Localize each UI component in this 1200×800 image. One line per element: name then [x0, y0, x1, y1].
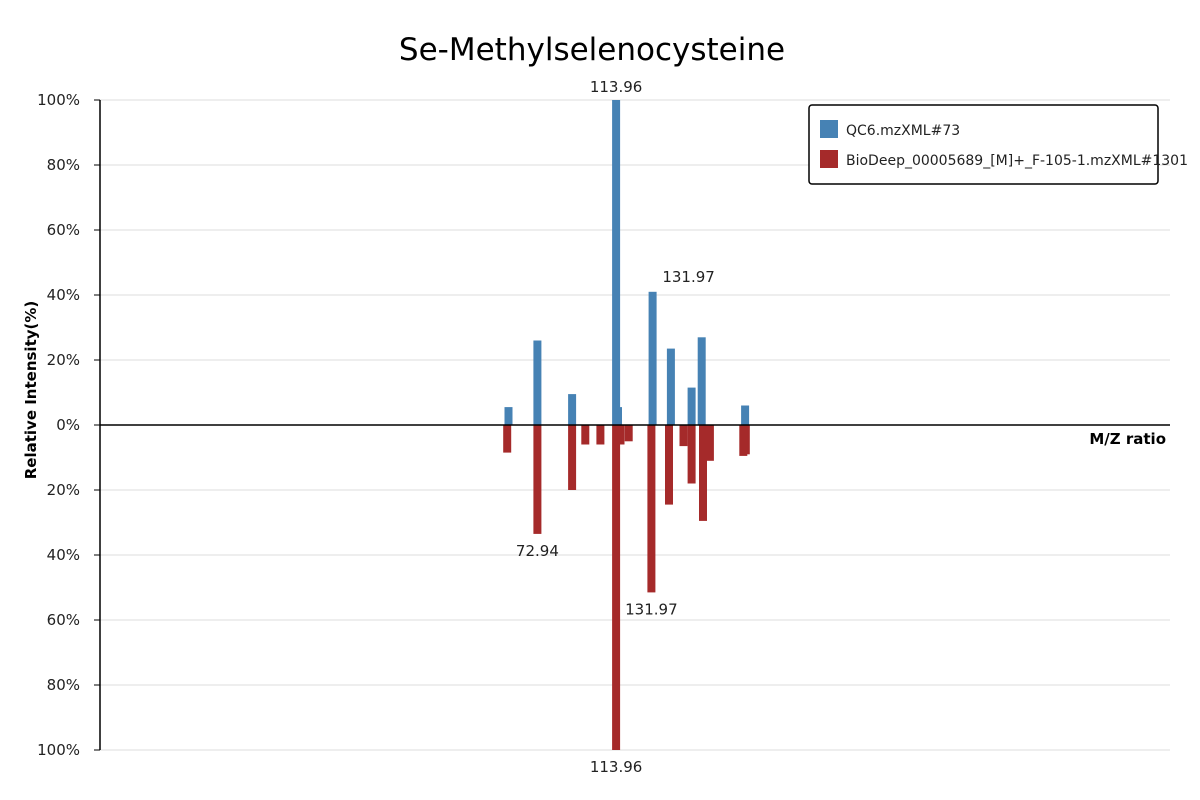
y-tick-label: 60% [47, 611, 80, 629]
query-bar [697, 337, 706, 426]
peak-label: 113.96 [590, 78, 643, 96]
legend: QC6.mzXML#73 BioDeep_00005689_[M]+_F-105… [808, 104, 1188, 185]
y-axis-ticks: 100% 80% 60% 40% 20% 0% 20% 40% 60% 80% 100% [37, 91, 100, 759]
query-bar [741, 405, 750, 425]
peak-labels: 113.96 131.97 72.94 131.97 113.96 [516, 78, 715, 776]
legend-label-reference: BioDeep_00005689_[M]+_F-105-1.mzXML#1301 [846, 153, 1188, 169]
bars [503, 100, 750, 750]
reference-bar [581, 425, 590, 445]
legend-swatch-reference [820, 150, 838, 168]
query-bar [614, 407, 622, 425]
y-tick-label: 100% [37, 91, 80, 109]
peak-label: 72.94 [516, 542, 559, 560]
legend-swatch-query [820, 120, 838, 138]
query-bar [533, 340, 542, 425]
reference-bar [612, 425, 621, 750]
peak-label: 131.97 [662, 268, 715, 286]
query-bar [504, 407, 513, 425]
reference-bar [533, 425, 542, 534]
reference-bar [679, 425, 688, 447]
reference-bar [665, 425, 673, 505]
query-bar [687, 387, 696, 425]
y-tick-label: 100% [37, 741, 80, 759]
reference-bar [568, 425, 577, 490]
y-tick-label: 20% [47, 351, 80, 369]
gridlines [100, 99, 1170, 751]
legend-box [808, 104, 1159, 185]
query-bar [568, 394, 577, 425]
y-tick-label: 40% [47, 286, 80, 304]
x-axis-title: M/Z ratio [1089, 430, 1166, 448]
y-tick-label: 0% [56, 416, 80, 434]
chart-title: Se-Methylselenocysteine [399, 32, 785, 68]
peak-label: 131.97 [625, 600, 678, 618]
y-tick-label: 80% [47, 156, 80, 174]
reference-bar [699, 425, 707, 521]
query-bar [666, 348, 675, 425]
reference-bar [741, 425, 750, 455]
reference-bar [596, 425, 605, 445]
y-tick-label: 20% [47, 481, 80, 499]
legend-label-query: QC6.mzXML#73 [846, 123, 960, 139]
y-tick-label: 60% [47, 221, 80, 239]
reference-bar [647, 425, 656, 593]
reference-bar [705, 425, 714, 461]
query-bar [612, 100, 621, 425]
reference-bar [687, 425, 696, 484]
query-bar [648, 291, 657, 426]
y-tick-label: 40% [47, 546, 80, 564]
y-tick-label: 80% [47, 676, 80, 694]
y-axis-title: Relative Intensity(%) [22, 301, 40, 480]
reference-bar [503, 425, 512, 453]
peak-label: 113.96 [590, 758, 643, 776]
reference-bar [624, 425, 633, 442]
reference-bar [616, 425, 625, 445]
